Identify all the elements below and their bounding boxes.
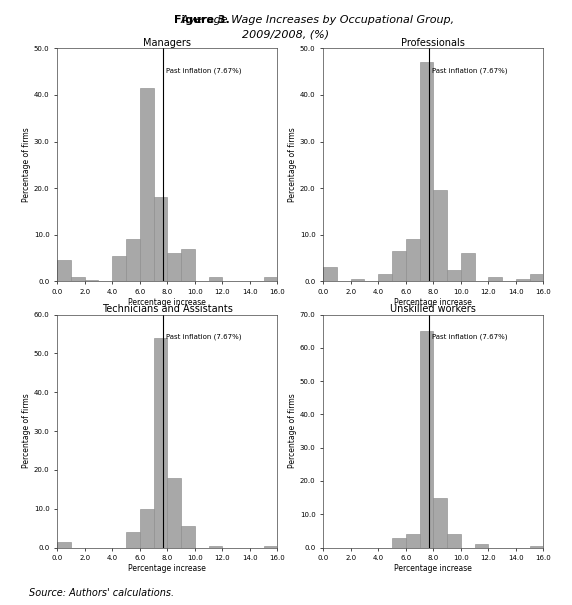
Bar (140, 509, 153, 548)
Bar (419, 332, 434, 548)
Bar (85, 280, 98, 281)
Y-axis label: Percentage of firms: Percentage of firms (22, 394, 31, 468)
Y-axis label: Percentage of firms: Percentage of firms (288, 128, 297, 202)
Y-axis label: Percentage of firms: Percentage of firms (288, 394, 297, 468)
Bar (209, 546, 223, 548)
Bar (181, 249, 195, 281)
Bar (167, 478, 181, 548)
Bar (378, 274, 392, 281)
Text: Figure 3.: Figure 3. (174, 15, 230, 25)
Bar (530, 546, 543, 548)
X-axis label: Percentage increase: Percentage increase (128, 564, 206, 573)
Y-axis label: Percentage of firms: Percentage of firms (22, 128, 31, 202)
Title: Unskilled workers: Unskilled workers (390, 304, 476, 314)
Text: Past inflation (7.67%): Past inflation (7.67%) (431, 333, 507, 340)
Bar (153, 338, 167, 548)
X-axis label: Percentage increase: Percentage increase (394, 298, 472, 307)
Bar (434, 191, 447, 281)
Text: 2009/2008, (%): 2009/2008, (%) (243, 29, 329, 39)
Bar (406, 240, 419, 281)
Bar (516, 279, 530, 281)
Bar (126, 532, 140, 548)
Bar (167, 253, 181, 281)
Bar (447, 270, 461, 281)
Bar (264, 276, 277, 281)
Text: Figure 3. Average Wage Increases by Occupational Group,
2009/2008, (%): Figure 3. Average Wage Increases by Occu… (0, 604, 1, 605)
Bar (140, 88, 153, 281)
X-axis label: Percentage increase: Percentage increase (128, 298, 206, 307)
Bar (461, 253, 475, 281)
Bar (57, 260, 71, 281)
Bar (447, 534, 461, 548)
Bar (530, 274, 543, 281)
Bar (57, 541, 71, 548)
Bar (323, 267, 337, 281)
Bar (434, 497, 447, 548)
Text: Past inflation (7.67%): Past inflation (7.67%) (431, 67, 507, 74)
Text: Past inflation (7.67%): Past inflation (7.67%) (165, 333, 241, 340)
Bar (392, 251, 406, 281)
Bar (488, 276, 502, 281)
Text: Past inflation (7.67%): Past inflation (7.67%) (165, 67, 241, 74)
Title: Technicians and Assistants: Technicians and Assistants (102, 304, 233, 314)
X-axis label: Percentage increase: Percentage increase (394, 564, 472, 573)
Bar (112, 256, 126, 281)
Title: Managers: Managers (144, 38, 191, 48)
Bar (392, 538, 406, 548)
Title: Professionals: Professionals (402, 38, 465, 48)
Bar (351, 279, 364, 281)
Bar (126, 240, 140, 281)
Text: Average Wage Increases by Occupational Group,: Average Wage Increases by Occupational G… (174, 15, 455, 25)
Bar (153, 197, 167, 281)
Bar (419, 62, 434, 281)
Bar (475, 544, 488, 548)
Bar (264, 546, 277, 548)
Text: Source: Authors' calculations.: Source: Authors' calculations. (29, 587, 174, 598)
Bar (181, 526, 195, 548)
Bar (209, 276, 223, 281)
Bar (71, 276, 85, 281)
Bar (406, 534, 419, 548)
